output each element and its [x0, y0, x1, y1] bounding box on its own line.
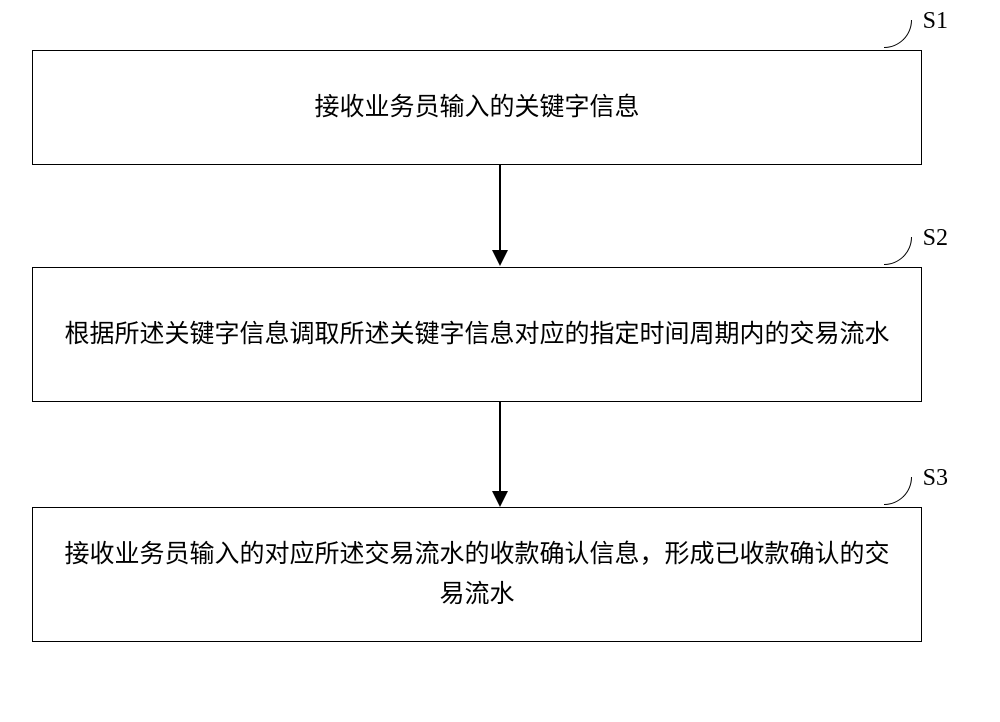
step-text-s2: 根据所述关键字信息调取所述关键字信息对应的指定时间周期内的交易流水: [64, 315, 889, 355]
label-connector-s1: [884, 20, 912, 48]
arrow-s1-to-s2: [492, 165, 508, 266]
step-text-s1: 接收业务员输入的关键字信息: [314, 88, 639, 128]
label-connector-s3: [884, 477, 912, 505]
step-box-s3: 接收业务员输入的对应所述交易流水的收款确认信息，形成已收款确认的交易流水: [32, 507, 922, 642]
arrow-line: [499, 165, 501, 251]
step-text-s3: 接收业务员输入的对应所述交易流水的收款确认信息，形成已收款确认的交易流水: [53, 535, 901, 615]
step-label-s3: S3: [923, 465, 948, 492]
arrow-head-icon: [492, 491, 508, 507]
step-box-s1: 接收业务员输入的关键字信息: [32, 50, 922, 165]
flowchart-container: S1 接收业务员输入的关键字信息 S2 根据所述关键字信息调取所述关键字信息对应…: [0, 0, 1000, 722]
arrow-head-icon: [492, 250, 508, 266]
arrow-s2-to-s3: [492, 402, 508, 507]
step-label-s1: S1: [923, 8, 948, 35]
step-box-s2: 根据所述关键字信息调取所述关键字信息对应的指定时间周期内的交易流水: [32, 267, 922, 402]
label-connector-s2: [884, 237, 912, 265]
step-label-s2: S2: [923, 225, 948, 252]
arrow-line: [499, 402, 501, 492]
